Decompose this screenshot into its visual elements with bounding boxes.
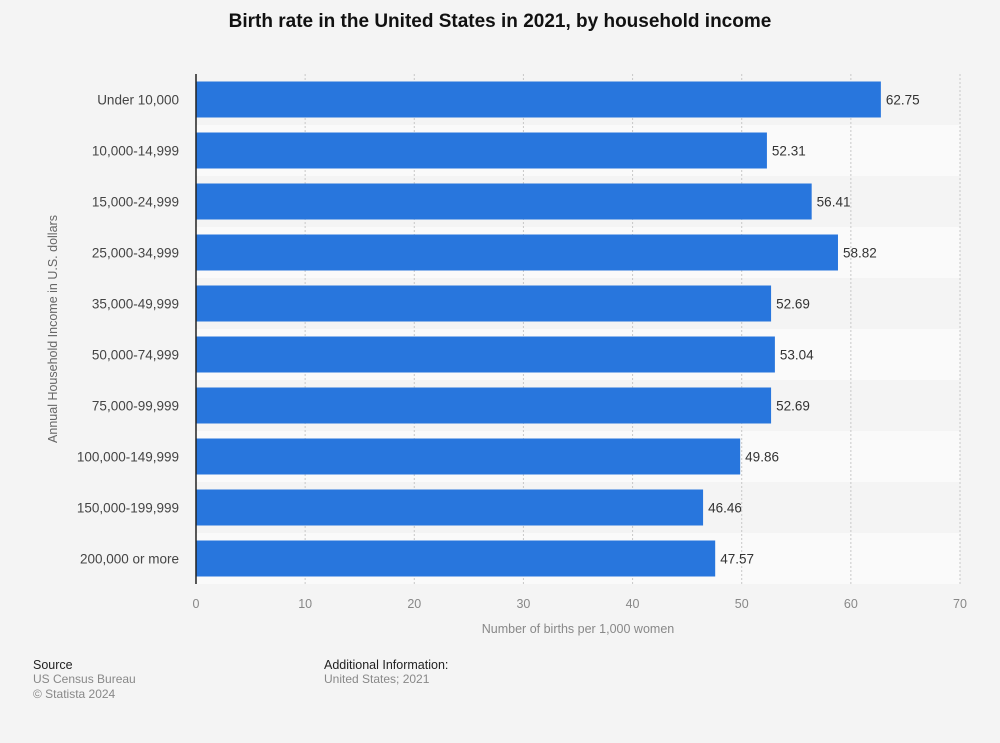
additional-info-block: Additional Information: United States; 2… <box>324 658 448 687</box>
x-tick-labels: 0 10 20 30 40 50 60 70 <box>193 597 967 611</box>
value-label: 58.82 <box>843 246 877 261</box>
x-tick-label: 70 <box>953 597 967 611</box>
bar[interactable] <box>196 81 881 118</box>
bar-chart: 62.75 52.31 56.41 58.82 52.69 53.04 52.69 49.86… <box>46 74 967 636</box>
value-label: 53.04 <box>780 348 814 363</box>
bar[interactable] <box>196 438 741 475</box>
y-axis-title: Annual Household Income in U.S. dollars <box>46 215 60 443</box>
category-label: 100,000-149,999 <box>77 450 179 465</box>
x-axis-title: Number of births per 1,000 women <box>482 622 675 636</box>
x-tick-label: 40 <box>626 597 640 611</box>
value-label: 52.69 <box>776 399 810 414</box>
bar[interactable] <box>196 540 716 577</box>
category-labels: Under 10,000 10,000-14,999 15,000-24,999 25… <box>77 93 179 567</box>
bar[interactable] <box>196 183 812 220</box>
x-tick-label: 50 <box>735 597 749 611</box>
value-labels: 62.75 52.31 56.41 58.82 52.69 53.04 52.69 49.86… <box>708 93 920 567</box>
value-label: 52.31 <box>772 144 806 159</box>
category-label: 15,000-24,999 <box>92 195 179 210</box>
value-label: 47.57 <box>720 552 754 567</box>
bars <box>196 81 881 577</box>
value-label: 49.86 <box>745 450 779 465</box>
source-line: US Census Bureau <box>33 672 136 686</box>
bar[interactable] <box>196 336 775 373</box>
category-label: 75,000-99,999 <box>92 399 179 414</box>
source-block: Source US Census Bureau © Statista 2024 <box>33 658 136 702</box>
category-label: 150,000-199,999 <box>77 501 179 516</box>
bar[interactable] <box>196 387 772 424</box>
value-label: 56.41 <box>817 195 851 210</box>
x-tick-label: 60 <box>844 597 858 611</box>
bar[interactable] <box>196 234 838 271</box>
x-tick-label: 10 <box>298 597 312 611</box>
category-label: Under 10,000 <box>97 93 179 108</box>
category-label: 50,000-74,999 <box>92 348 179 363</box>
x-tick-label: 0 <box>193 597 200 611</box>
value-label: 46.46 <box>708 501 742 516</box>
category-label: 200,000 or more <box>80 552 179 567</box>
additional-info-heading: Additional Information: <box>324 658 449 672</box>
category-label: 10,000-14,999 <box>92 144 179 159</box>
bar[interactable] <box>196 489 704 526</box>
additional-info-line: United States; 2021 <box>324 672 430 686</box>
x-tick-label: 20 <box>407 597 421 611</box>
chart-title: Birth rate in the United States in 2021,… <box>228 11 772 32</box>
copyright-line: © Statista 2024 <box>33 687 116 701</box>
value-label: 62.75 <box>886 93 920 108</box>
category-label: 35,000-49,999 <box>92 297 179 312</box>
value-label: 52.69 <box>776 297 810 312</box>
category-label: 25,000-34,999 <box>92 246 179 261</box>
bar[interactable] <box>196 285 772 322</box>
bar[interactable] <box>196 132 767 169</box>
x-tick-label: 30 <box>516 597 530 611</box>
source-heading: Source <box>33 658 73 672</box>
